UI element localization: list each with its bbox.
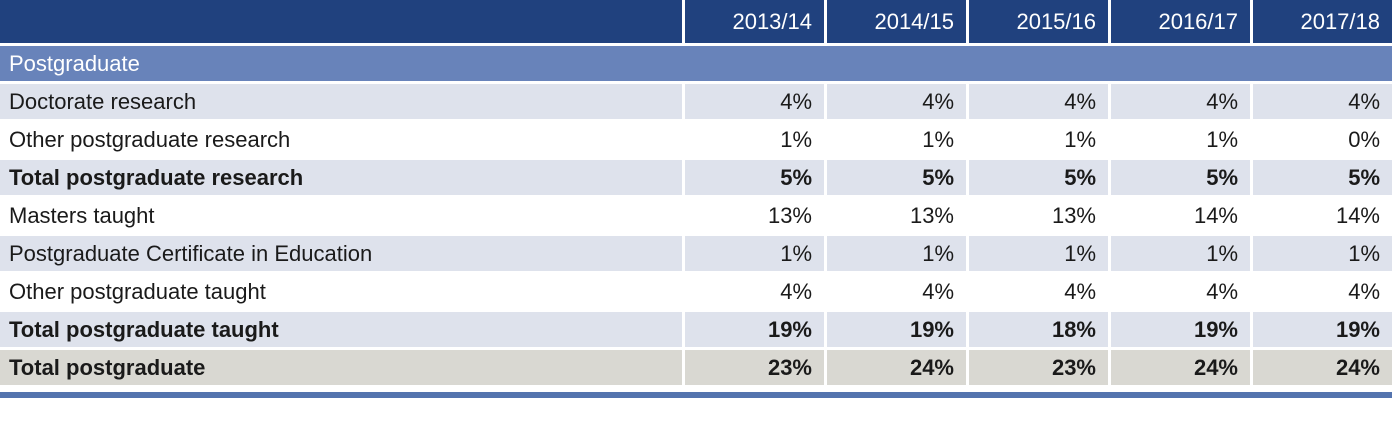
row-label: Total postgraduate research [0,160,682,198]
value-cell: 14% [1250,198,1392,236]
row-label: Total postgraduate [0,350,682,388]
value-cell: 5% [824,160,966,198]
bottom-rule-divider [0,392,1392,398]
table-row: Other postgraduate taught 4% 4% 4% 4% 4% [0,274,1392,312]
value-cell: 1% [1250,236,1392,274]
row-label: Other postgraduate research [0,122,682,160]
value-cell: 1% [682,236,824,274]
year-header-row: 2013/14 2014/15 2015/16 2016/17 2017/18 [0,0,1392,46]
value-cell: 5% [1250,160,1392,198]
year-column-header: 2016/17 [1108,0,1250,46]
value-cell: 19% [1108,312,1250,350]
value-cell: 1% [824,122,966,160]
value-cell: 13% [682,198,824,236]
value-cell: 4% [1108,274,1250,312]
table-row: Postgraduate Certificate in Education 1%… [0,236,1392,274]
value-cell: 1% [682,122,824,160]
value-cell: 24% [824,350,966,388]
value-cell: 5% [682,160,824,198]
value-cell: 1% [1108,122,1250,160]
section-header-postgraduate: Postgraduate [0,46,1392,84]
value-cell: 13% [966,198,1108,236]
table-row-total: Total postgraduate taught 19% 19% 18% 19… [0,312,1392,350]
value-cell: 5% [966,160,1108,198]
table-row-grand-total: Total postgraduate 23% 24% 23% 24% 24% [0,350,1392,388]
value-cell: 4% [824,84,966,122]
value-cell: 5% [1108,160,1250,198]
year-column-header: 2014/15 [824,0,966,46]
row-label: Other postgraduate taught [0,274,682,312]
value-cell: 19% [824,312,966,350]
value-cell: 19% [1250,312,1392,350]
value-cell: 4% [1250,274,1392,312]
value-cell: 4% [966,84,1108,122]
table-row: Other postgraduate research 1% 1% 1% 1% … [0,122,1392,160]
corner-header-cell [0,0,682,46]
value-cell: 23% [682,350,824,388]
value-cell: 4% [1108,84,1250,122]
row-label: Total postgraduate taught [0,312,682,350]
value-cell: 4% [824,274,966,312]
section-header-label: Postgraduate [0,46,1392,84]
table-row: Doctorate research 4% 4% 4% 4% 4% [0,84,1392,122]
row-label: Masters taught [0,198,682,236]
value-cell: 4% [682,274,824,312]
value-cell: 18% [966,312,1108,350]
year-column-header: 2013/14 [682,0,824,46]
value-cell: 14% [1108,198,1250,236]
value-cell: 1% [824,236,966,274]
value-cell: 24% [1108,350,1250,388]
value-cell: 13% [824,198,966,236]
value-cell: 4% [1250,84,1392,122]
value-cell: 1% [1108,236,1250,274]
postgraduate-rates-table: 2013/14 2014/15 2015/16 2016/17 2017/18 … [0,0,1392,388]
year-column-header: 2017/18 [1250,0,1392,46]
value-cell: 23% [966,350,1108,388]
value-cell: 24% [1250,350,1392,388]
table-row-total: Total postgraduate research 5% 5% 5% 5% … [0,160,1392,198]
value-cell: 0% [1250,122,1392,160]
table-row: Masters taught 13% 13% 13% 14% 14% [0,198,1392,236]
year-column-header: 2015/16 [966,0,1108,46]
value-cell: 1% [966,236,1108,274]
value-cell: 1% [966,122,1108,160]
value-cell: 19% [682,312,824,350]
value-cell: 4% [966,274,1108,312]
value-cell: 4% [682,84,824,122]
row-label: Doctorate research [0,84,682,122]
row-label: Postgraduate Certificate in Education [0,236,682,274]
